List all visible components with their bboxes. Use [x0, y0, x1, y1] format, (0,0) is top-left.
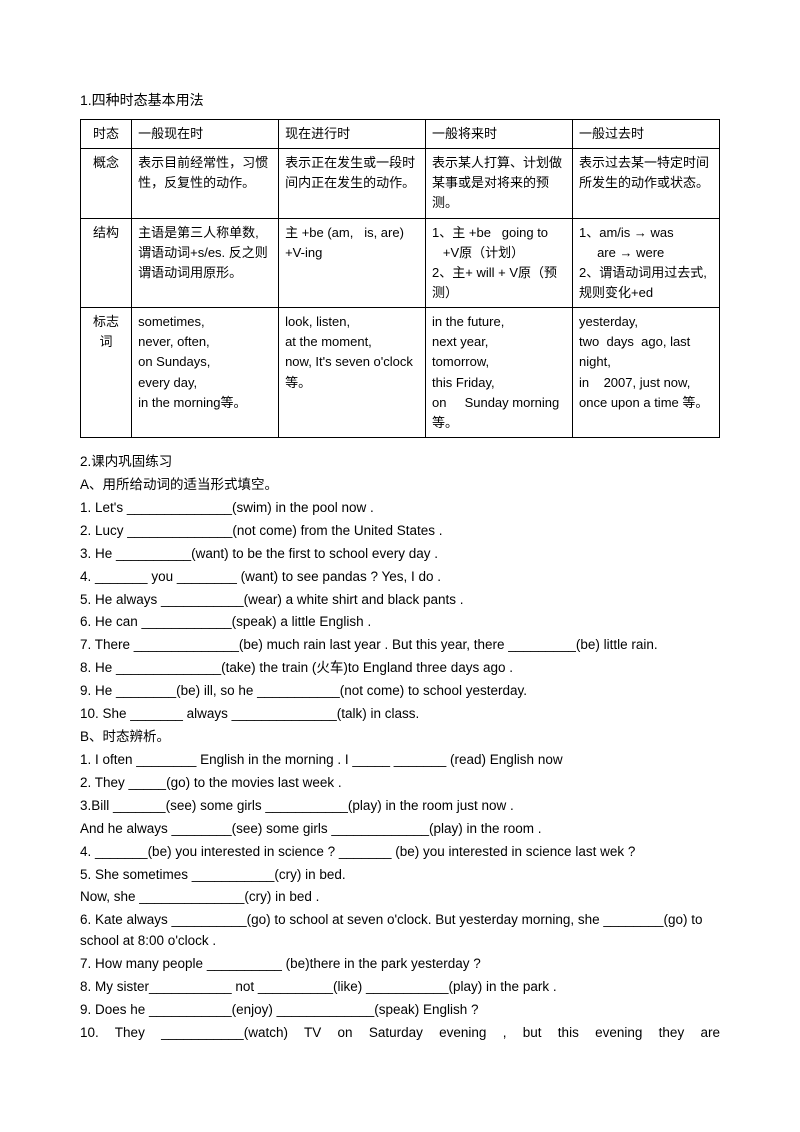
- question: 2. They _____(go) to the movies last wee…: [80, 773, 720, 794]
- question: 6. Kate always __________(go) to school …: [80, 910, 720, 952]
- question: 10. They ___________(watch) TV on Saturd…: [80, 1023, 720, 1044]
- question: 10. She _______ always ______________(ta…: [80, 704, 720, 725]
- cell: look, listen, at the moment, now, It's s…: [279, 308, 426, 438]
- sub-a-heading: A、用所给动词的适当形式填空。: [80, 475, 720, 496]
- question: 2. Lucy ______________(not come) from th…: [80, 521, 720, 542]
- question: 8. He ______________(take) the train (火车…: [80, 658, 720, 679]
- cell: 主语是第三人称单数, 谓语动词+s/es. 反之则谓语动词用原形。: [132, 218, 279, 308]
- cell: 表示过去某一特定时间所发生的动作或状态。: [573, 149, 720, 218]
- question: 7. How many people __________ (be)there …: [80, 954, 720, 975]
- question: 1. I often ________ English in the morni…: [80, 750, 720, 771]
- question: 1. Let's ______________(swim) in the poo…: [80, 498, 720, 519]
- table-row: 标志词 sometimes, never, often, on Sundays,…: [81, 308, 720, 438]
- header-cell: 一般过去时: [573, 120, 720, 149]
- cell: 表示某人打算、计划做某事或是对将来的预测。: [426, 149, 573, 218]
- exercise-section: 2.课内巩固练习 A、用所给动词的适当形式填空。 1. Let's ______…: [80, 452, 720, 1044]
- question: 3. He __________(want) to be the first t…: [80, 544, 720, 565]
- cell: in the future, next year, tomorrow, this…: [426, 308, 573, 438]
- part2-heading: 2.课内巩固练习: [80, 452, 720, 473]
- question: 4. _______(be) you interested in science…: [80, 842, 720, 863]
- table-row: 概念 表示目前经常性，习惯性，反复性的动作。 表示正在发生或一段时间内正在发生的…: [81, 149, 720, 218]
- question: 9. He ________(be) ill, so he __________…: [80, 681, 720, 702]
- cell: yesterday, two days ago, last night, in …: [573, 308, 720, 438]
- question: 4. _______ you ________ (want) to see pa…: [80, 567, 720, 588]
- question: Now, she ______________(cry) in bed .: [80, 887, 720, 908]
- part1-heading: 1.四种时态基本用法: [80, 90, 720, 111]
- cell: 1、am/is → was are → were 2、谓语动词用过去式, 规则变…: [573, 218, 720, 308]
- sub-b-heading: B、时态辨析。: [80, 727, 720, 748]
- header-cell: 一般将来时: [426, 120, 573, 149]
- cell: 表示正在发生或一段时间内正在发生的动作。: [279, 149, 426, 218]
- header-cell: 时态: [81, 120, 132, 149]
- table-row: 时态 一般现在时 现在进行时 一般将来时 一般过去时: [81, 120, 720, 149]
- question: 8. My sister___________ not __________(l…: [80, 977, 720, 998]
- cell: 1、主 +be going to +V原（计划） 2、主+ will + V原（…: [426, 218, 573, 308]
- header-cell: 一般现在时: [132, 120, 279, 149]
- cell: 表示目前经常性，习惯性，反复性的动作。: [132, 149, 279, 218]
- cell: sometimes, never, often, on Sundays, eve…: [132, 308, 279, 438]
- cell: 主 +be (am, is, are) +V-ing: [279, 218, 426, 308]
- header-cell: 现在进行时: [279, 120, 426, 149]
- question: 9. Does he ___________(enjoy) __________…: [80, 1000, 720, 1021]
- question: 7. There ______________(be) much rain la…: [80, 635, 720, 656]
- question: 3.Bill _______(see) some girls _________…: [80, 796, 720, 817]
- question: 5. She sometimes ___________(cry) in bed…: [80, 865, 720, 886]
- tense-table: 时态 一般现在时 现在进行时 一般将来时 一般过去时 概念 表示目前经常性，习惯…: [80, 119, 720, 438]
- question: And he always ________(see) some girls _…: [80, 819, 720, 840]
- rowhead-cell: 概念: [81, 149, 132, 218]
- rowhead-cell: 结构: [81, 218, 132, 308]
- table-row: 结构 主语是第三人称单数, 谓语动词+s/es. 反之则谓语动词用原形。 主 +…: [81, 218, 720, 308]
- question: 5. He always ___________(wear) a white s…: [80, 590, 720, 611]
- rowhead-cell: 标志词: [81, 308, 132, 438]
- question: 6. He can ____________(speak) a little E…: [80, 612, 720, 633]
